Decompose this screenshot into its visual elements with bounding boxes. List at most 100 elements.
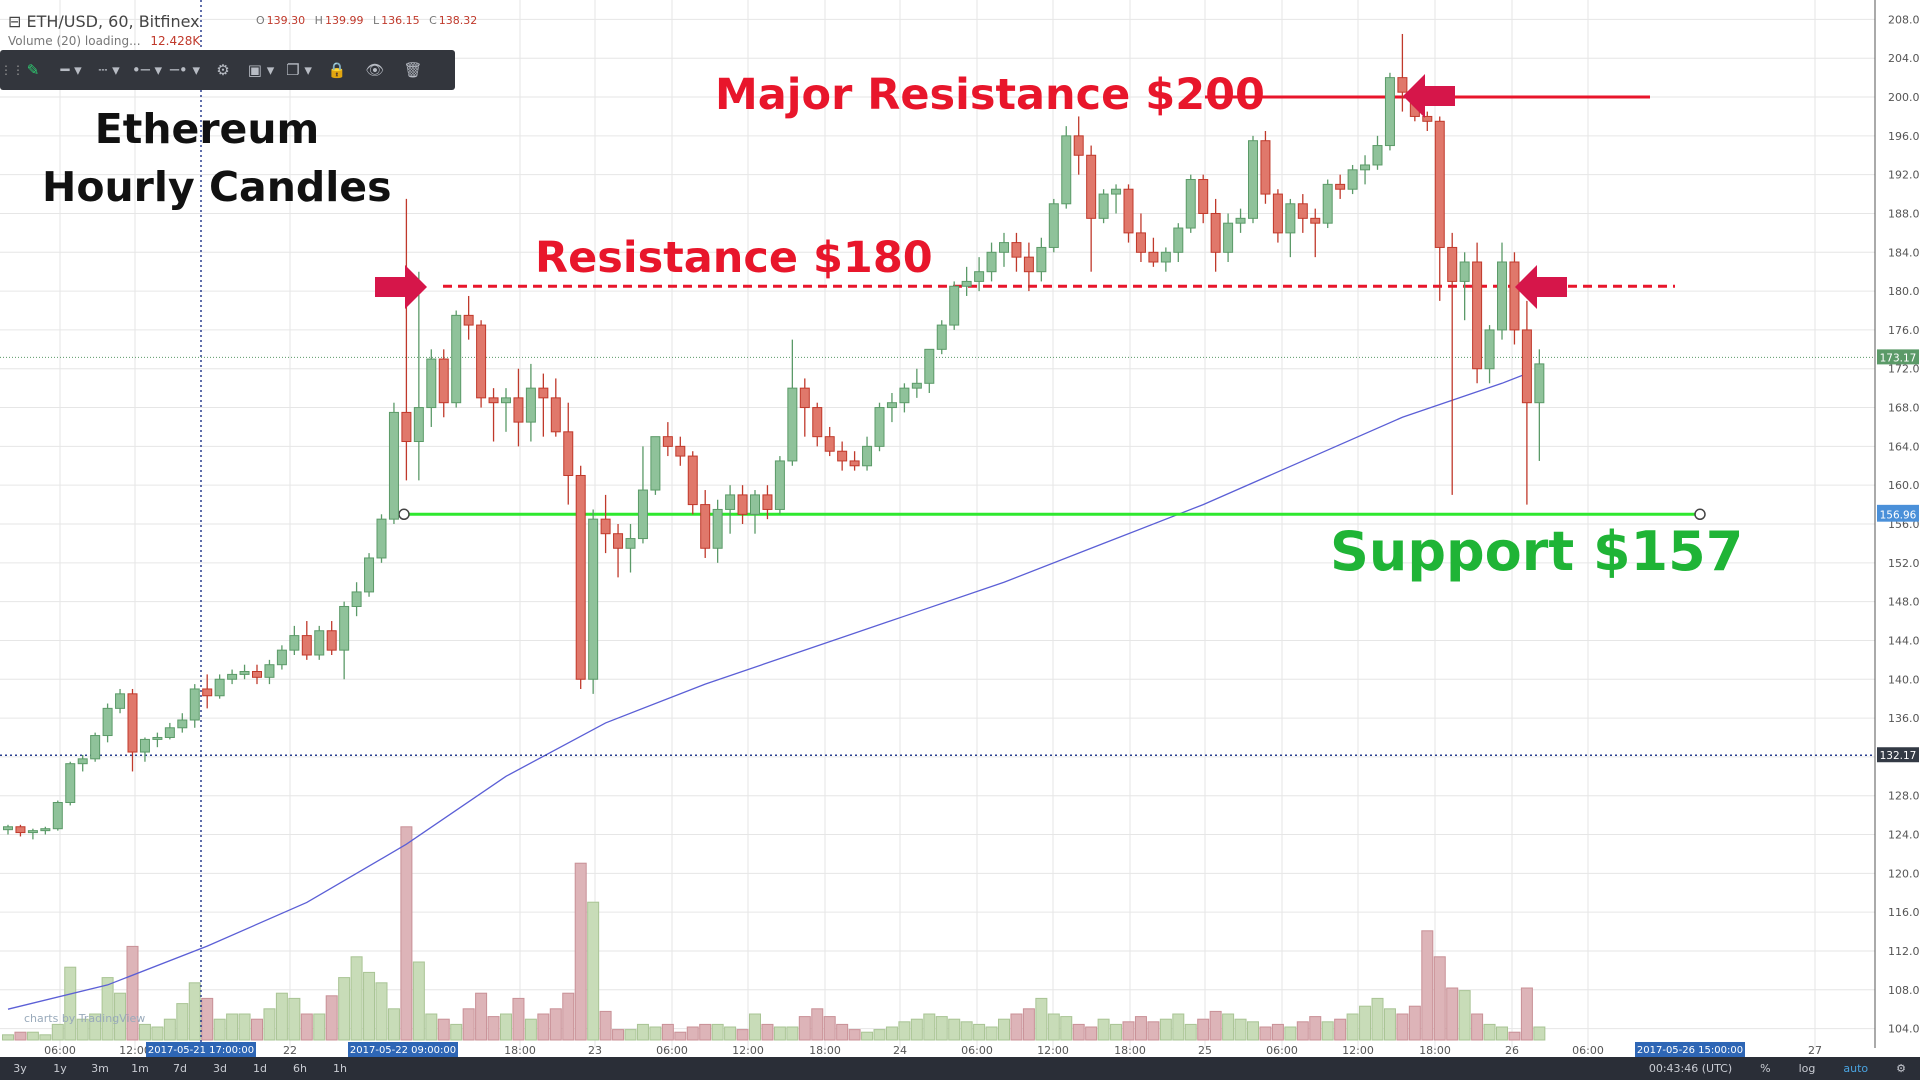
candle [376,514,387,563]
delete-button[interactable]: 🗑 [403,61,423,79]
candle-body [152,736,163,740]
volume-bar [462,1008,475,1041]
volume-bar [1147,1021,1160,1041]
candle-body [1434,120,1445,248]
candle [675,436,686,466]
volume-bar [313,1013,326,1041]
candle [613,524,624,578]
line-start-button[interactable]: •─ ▾ [131,61,163,79]
gear-icon[interactable]: ⚙ [1896,1062,1906,1075]
percent-toggle[interactable]: % [1760,1062,1771,1075]
candle-body [189,688,200,721]
range-button-3m[interactable]: 3m [91,1062,109,1075]
candle [189,684,200,728]
candle-body [239,670,250,675]
candle [438,349,449,418]
candle [1073,116,1084,175]
candle [1023,242,1034,292]
tradingview-watermark[interactable]: charts by TradingView [24,1012,146,1025]
open-value: 139.30 [266,14,306,27]
major-resistance-label: Major Resistance $200 [715,70,1265,120]
range-button-3y[interactable]: 3y [13,1062,27,1075]
candle-body [3,826,13,831]
low-value: 136.15 [381,14,420,27]
volume-bar [400,826,413,1041]
candle [911,368,922,398]
price-tick-label: 116.00 [1888,906,1920,919]
price-tick-label: 124.00 [1888,829,1920,842]
candle-body [326,630,337,651]
time-axis-bg [0,1048,1920,1057]
volume-bar [711,1023,724,1041]
price-tick-label: 104.00 [1888,1023,1920,1036]
candle [563,402,574,505]
candle [202,674,213,709]
price-tick-label: 140.00 [1888,673,1920,686]
volume-legend[interactable]: Volume (20) loading... 12.428K [8,34,200,48]
copy-button[interactable]: ❐ ▾ [286,61,312,79]
candle-body [301,635,312,656]
candle-body [1023,256,1034,273]
volume-bar [251,1018,263,1041]
volume-value: 12.428K [150,34,201,48]
candle [1397,33,1408,112]
support-handle-right[interactable] [1694,508,1706,521]
price-tick-label: 180.00 [1888,285,1920,298]
clone-button[interactable]: ▣ ▾ [247,61,275,79]
volume-bar [861,1031,874,1041]
candle-body [961,280,972,287]
line-end-button[interactable]: ─• ▾ [169,61,201,79]
auto-toggle[interactable]: auto [1843,1062,1869,1075]
ohlc-readout: O 139.30 H 139.99 L 136.15 C 138.32 [250,14,477,27]
volume-bar [786,1026,799,1041]
volume-bar [1396,1013,1409,1041]
candle [1422,111,1433,131]
candle-body [1297,203,1308,219]
candle-body [575,474,586,680]
volume-bar [1097,1018,1110,1041]
candle-body [999,242,1009,253]
volume-bar [848,1029,861,1041]
volume-bar [226,1013,239,1041]
pencil-tool-button[interactable]: ✎ [26,61,40,79]
candle-body [550,397,561,433]
candle-body [1135,232,1146,253]
volume-bar [1383,1008,1396,1041]
candle [239,664,250,680]
collapse-icon[interactable]: ⊟ [8,12,22,31]
range-button-1y[interactable]: 1y [53,1062,67,1075]
volume-bar [773,1026,786,1041]
candle [152,732,163,748]
volume-bar [1184,1023,1197,1041]
range-button-3d[interactable]: 3d [213,1062,227,1075]
volume-bar [923,1013,936,1041]
volume-bar [1085,1026,1098,1041]
candle-body [451,314,462,404]
settings-button[interactable]: ⚙ [216,61,230,79]
candle-body [899,387,910,404]
price-tick-label: 168.00 [1888,402,1920,415]
line-style-button[interactable]: ━ ▾ [60,61,82,79]
visibility-button[interactable]: 👁 [365,61,385,79]
symbol-title[interactable]: ⊟ ETH/USD, 60, Bitfinex [8,12,200,31]
volume-bar [749,1013,761,1041]
range-button-6h[interactable]: 6h [293,1062,307,1075]
lock-button[interactable]: 🔒 [327,61,347,79]
candle [1360,155,1371,185]
range-button-1d[interactable]: 1d [253,1062,267,1075]
line-dash-button[interactable]: ┄ ▾ [98,61,120,79]
bottom-right-controls: 00:43:46 (UTC) % log auto ⚙ [1635,1057,1920,1080]
range-button-1m[interactable]: 1m [131,1062,149,1075]
support-handle-left[interactable] [398,508,410,521]
candle-body [874,407,885,447]
volume-bar [437,1018,450,1041]
candle [301,621,312,660]
volume-bar [26,1031,39,1041]
range-button-1h[interactable]: 1h [333,1062,347,1075]
toolbar-grip-icon[interactable]: ⋮⋮ [0,63,24,77]
volume-bar [1483,1023,1496,1041]
log-toggle[interactable]: log [1798,1062,1816,1075]
volume-bar [1022,1008,1035,1041]
range-button-7d[interactable]: 7d [173,1062,187,1075]
